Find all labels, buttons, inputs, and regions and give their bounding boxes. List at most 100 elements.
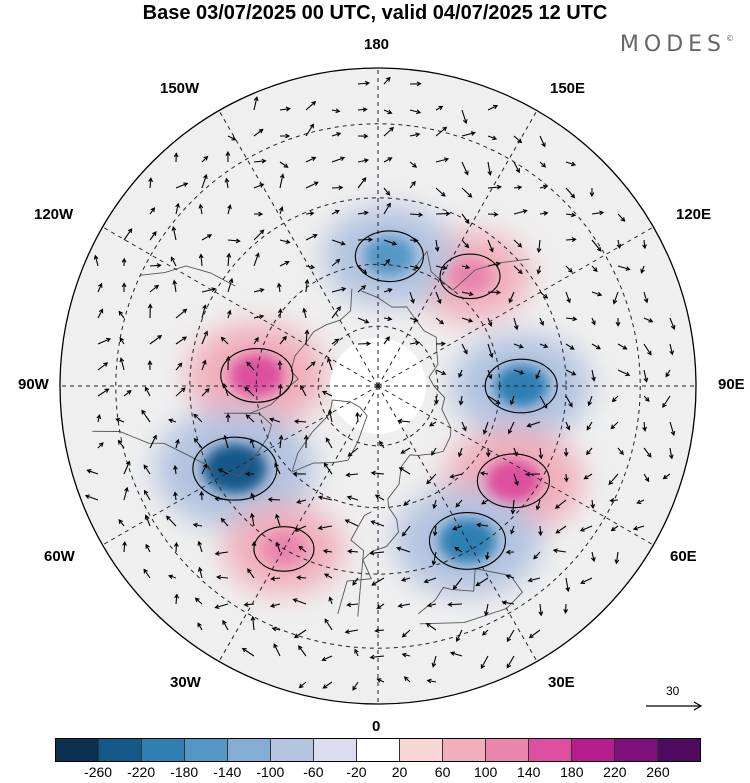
wind-arrow bbox=[643, 395, 650, 402]
wind-arrow bbox=[273, 643, 281, 657]
wind-arrow bbox=[279, 239, 291, 245]
wind-arrow bbox=[383, 336, 390, 345]
wind-arrow bbox=[303, 434, 309, 449]
wind-arrow bbox=[269, 417, 281, 423]
wind-arrow bbox=[321, 390, 333, 397]
wind-arrow bbox=[383, 288, 393, 293]
wind-arrow bbox=[369, 654, 385, 660]
wind-arrow bbox=[227, 238, 241, 244]
wind-arrow bbox=[298, 645, 307, 657]
wind-arrow bbox=[425, 622, 437, 631]
wind-arrow bbox=[617, 369, 631, 377]
anomaly-core bbox=[494, 365, 549, 407]
wind-arrow bbox=[513, 135, 523, 144]
wind-arrow bbox=[302, 307, 307, 319]
wind-arrow bbox=[278, 383, 283, 397]
wind-arrow bbox=[409, 212, 424, 218]
lon-label-150e: 150E bbox=[550, 80, 586, 97]
wind-arrow bbox=[403, 676, 411, 683]
wind-arrow bbox=[376, 603, 385, 610]
wind-arrow bbox=[643, 447, 652, 458]
anomaly-contour bbox=[484, 358, 558, 414]
wind-arrow bbox=[326, 357, 333, 371]
reference-arrow-icon bbox=[646, 701, 703, 711]
colorbar-tick-label: -60 bbox=[303, 764, 324, 780]
wind-arrow bbox=[143, 568, 151, 579]
wind-arrow bbox=[220, 517, 229, 527]
wind-arrow bbox=[278, 434, 284, 449]
wind-arrow bbox=[344, 519, 359, 527]
wind-arrow bbox=[409, 161, 418, 168]
wind-arrow bbox=[461, 421, 467, 432]
wind-arrow bbox=[475, 577, 489, 587]
wind-arrow bbox=[271, 626, 281, 632]
wind-arrow bbox=[192, 522, 203, 528]
lon-label-90e: 90E bbox=[718, 376, 745, 393]
wind-arrow bbox=[539, 291, 549, 299]
wind-arrow bbox=[355, 411, 360, 423]
wind-arrow bbox=[432, 499, 438, 510]
wind-arrow bbox=[376, 678, 385, 683]
wind-arrow bbox=[668, 447, 674, 460]
wind-arrow bbox=[347, 548, 359, 554]
colorbar-tick-label: 100 bbox=[473, 764, 498, 780]
wind-arrow bbox=[513, 369, 525, 375]
wind-arrow bbox=[409, 180, 416, 189]
wind-arrow bbox=[487, 104, 499, 111]
wind-arrow bbox=[324, 618, 333, 631]
meridian-line bbox=[102, 385, 379, 546]
wind-arrow bbox=[277, 308, 283, 319]
wind-arrow bbox=[409, 317, 419, 322]
wind-arrow bbox=[614, 551, 620, 565]
wind-arrow bbox=[331, 132, 342, 137]
wind-arrow bbox=[250, 492, 255, 501]
wind-arrow bbox=[172, 279, 178, 293]
wind-arrow bbox=[409, 291, 415, 304]
wind-arrow bbox=[175, 202, 180, 215]
wind-arrow bbox=[175, 362, 183, 371]
wind-arrow bbox=[457, 447, 463, 458]
wind-arrow bbox=[487, 261, 502, 267]
wind-arrow bbox=[357, 317, 370, 324]
wind-arrow bbox=[217, 468, 229, 475]
meridian-line bbox=[102, 226, 379, 387]
lon-label-90w: 90W bbox=[18, 376, 49, 393]
wind-arrow bbox=[165, 515, 177, 527]
latitude-circle bbox=[189, 197, 567, 575]
wind-arrow bbox=[317, 495, 333, 501]
meridian-line bbox=[377, 385, 654, 546]
wind-arrow bbox=[374, 628, 385, 634]
wind-arrow bbox=[538, 603, 544, 617]
wind-arrow bbox=[357, 237, 374, 242]
wind-arrow bbox=[173, 491, 178, 501]
wind-arrow bbox=[383, 109, 393, 115]
wind-arrow bbox=[227, 204, 232, 215]
wind-arrow bbox=[617, 213, 626, 222]
wind-arrow bbox=[293, 629, 307, 639]
colorbar-tick-label: 180 bbox=[560, 764, 584, 780]
wind-arrow bbox=[458, 395, 464, 406]
wind-arrow bbox=[267, 497, 281, 502]
wind-arrow bbox=[435, 265, 448, 271]
wind-arrow bbox=[565, 343, 575, 350]
wind-arrow bbox=[292, 598, 307, 605]
wind-arrow bbox=[487, 290, 502, 295]
wind-arrow bbox=[643, 473, 650, 483]
wind-arrow bbox=[118, 310, 125, 319]
colorbar-tick-label: -260 bbox=[84, 764, 113, 780]
wind-arrow bbox=[357, 177, 367, 189]
wind-arrow bbox=[487, 395, 501, 405]
wind-arrow bbox=[322, 548, 333, 554]
wind-arrow bbox=[513, 473, 519, 486]
wind-arrow bbox=[434, 395, 439, 405]
wind-arrow bbox=[149, 284, 160, 293]
colorbar-tick-label: 220 bbox=[603, 764, 627, 780]
wind-arrow bbox=[669, 343, 675, 356]
wind-arrow bbox=[346, 602, 359, 608]
wind-arrow bbox=[175, 308, 188, 319]
wind-arrow bbox=[426, 602, 437, 608]
wind-arrow bbox=[201, 155, 209, 163]
wind-arrow bbox=[323, 573, 333, 579]
wind-arrow bbox=[513, 161, 520, 174]
colorbar-segment bbox=[227, 739, 270, 761]
